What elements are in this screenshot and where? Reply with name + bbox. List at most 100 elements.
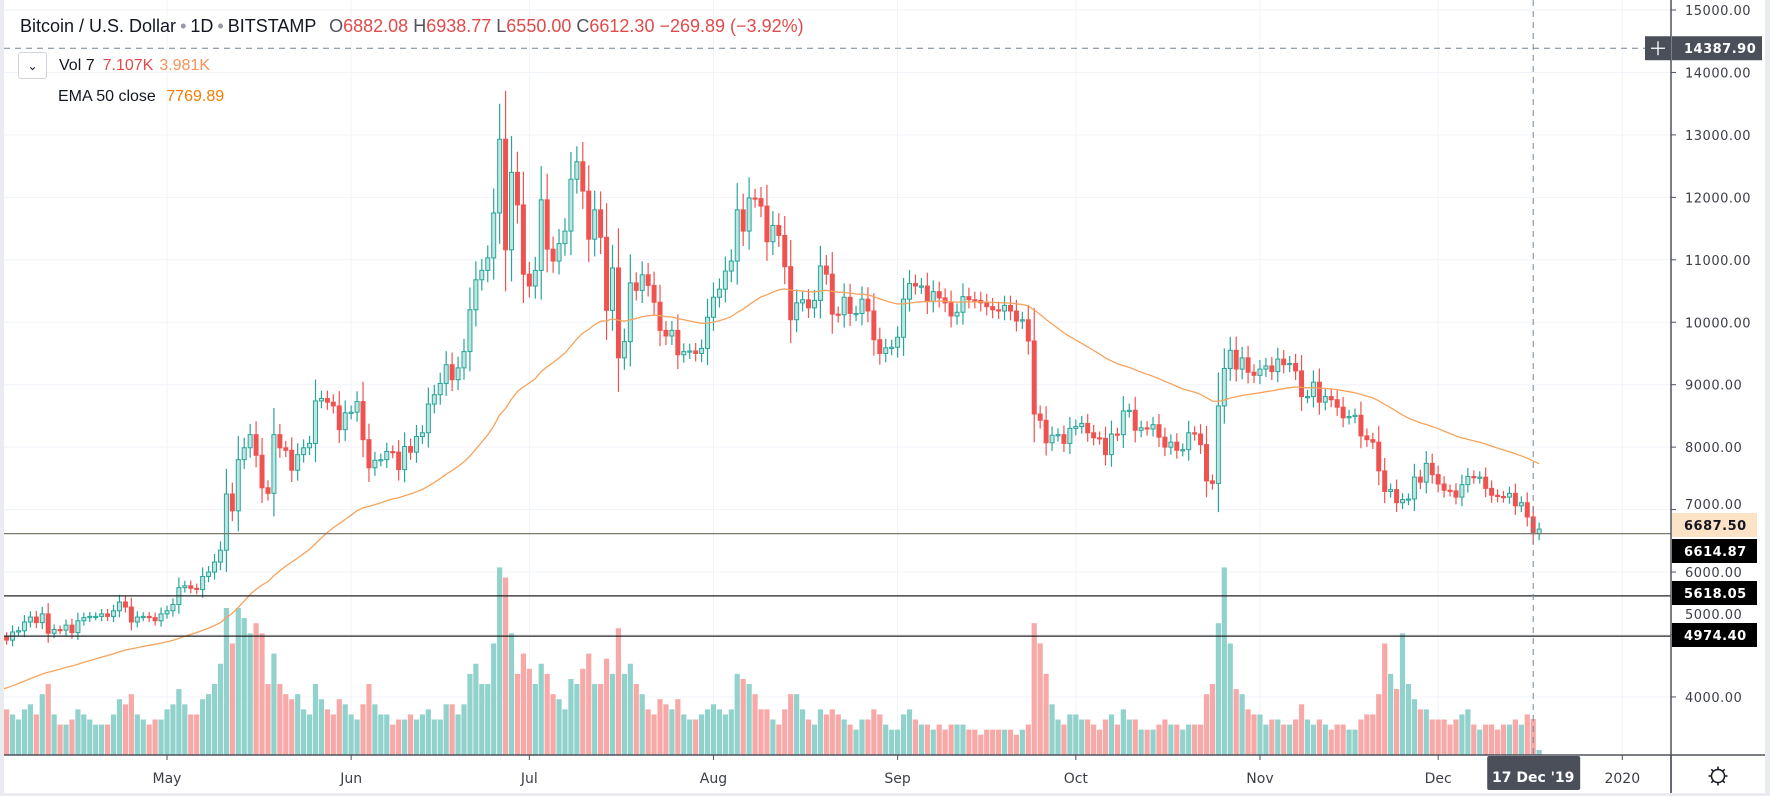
volume-bar (1298, 704, 1305, 755)
volume-bar (443, 704, 449, 755)
candle-body (1126, 409, 1132, 413)
candle (841, 283, 847, 328)
candle (419, 425, 425, 444)
candle (693, 342, 699, 362)
candle (586, 165, 592, 263)
volume-bar (1091, 724, 1097, 755)
volume-bar (1429, 719, 1435, 755)
candle-body (330, 401, 336, 407)
candle-body (271, 434, 277, 494)
candle (1358, 401, 1364, 449)
time-tick-label: Aug (700, 771, 727, 787)
volume-bar (895, 729, 901, 755)
candle-body (437, 382, 443, 396)
candle-body (354, 401, 360, 413)
volume-bar (603, 658, 610, 755)
candle-body (930, 291, 936, 303)
volume-bar (1245, 709, 1251, 755)
candle (1417, 469, 1423, 490)
candle-body (99, 613, 105, 617)
volume-bar (1257, 714, 1263, 755)
candle (562, 218, 568, 256)
price-axis[interactable] (1671, 0, 1765, 793)
high-value: 6938.77 (426, 16, 492, 36)
candlestick-chart[interactable]: 15000.00 14000.00 13000.00 12000.00 11000.00… (4, 0, 1765, 793)
collapse-legend-button[interactable]: ⌄ (18, 52, 47, 79)
volume-bar (265, 684, 271, 755)
candle-body (716, 288, 722, 298)
candle (336, 391, 342, 443)
chart-container[interactable]: 15000.00 14000.00 13000.00 12000.00 11000.00… (4, 0, 1765, 793)
gear-icon[interactable] (1708, 766, 1728, 786)
candle (918, 278, 924, 294)
candle (140, 612, 146, 622)
candle (1299, 355, 1305, 411)
candle-body (841, 296, 847, 316)
volume-label[interactable]: Vol 7 (59, 56, 95, 74)
candle (1221, 348, 1227, 424)
candle-body (847, 296, 853, 315)
price-label-5618.05: 5618.05 (1672, 581, 1757, 605)
price-label-box (1672, 581, 1757, 605)
gear-icon-tooth (1710, 768, 1714, 772)
ema-label[interactable]: EMA 50 close (58, 88, 156, 105)
candle-body (318, 397, 324, 402)
candle (57, 625, 63, 635)
volume-bar (170, 704, 176, 755)
candle-body (586, 190, 592, 240)
candle-body (1293, 362, 1299, 372)
candle (752, 188, 758, 208)
price-tick-label: 14000.00 (1685, 66, 1751, 81)
volume-bar (1530, 718, 1536, 755)
candle-body (907, 283, 912, 300)
candle-body (1168, 441, 1174, 448)
candle (1388, 483, 1394, 498)
time-tick-label: Dec (1425, 771, 1452, 787)
candle (1031, 308, 1037, 443)
volume-bar (1447, 724, 1453, 755)
candle-body (134, 616, 140, 623)
candle-body (1417, 476, 1423, 483)
candle (669, 321, 675, 346)
candle (972, 291, 978, 309)
candle-body (1091, 432, 1097, 439)
volume-bar (99, 724, 105, 755)
volume-bar (247, 633, 253, 755)
candle (895, 326, 901, 358)
candle (883, 338, 889, 363)
candle-body (170, 604, 176, 612)
candle-body (996, 309, 1002, 312)
candle (1192, 426, 1198, 441)
candle-body (859, 298, 865, 315)
candle (146, 611, 152, 622)
volume-bars (4, 567, 1542, 755)
candle-body (948, 302, 954, 317)
volume-bar (497, 567, 503, 755)
candle-body (1114, 433, 1120, 436)
price-label-box (1672, 513, 1757, 537)
volume-bar (514, 673, 521, 755)
candle-body (740, 209, 746, 232)
volume-bar (425, 709, 431, 755)
volume-bar (1293, 719, 1299, 755)
close-value: 6612.30 (589, 16, 655, 36)
candle-body (491, 212, 497, 259)
candle (479, 259, 485, 291)
volume-bar (716, 709, 723, 755)
volume-bar (764, 709, 770, 755)
candle-body (877, 339, 883, 354)
candle-body (615, 267, 621, 359)
volume-bar (1506, 724, 1513, 755)
volume-bar (520, 653, 526, 755)
volume-bar (966, 729, 972, 755)
volume-bar (1269, 719, 1275, 755)
volume-bar (1162, 719, 1168, 755)
exchange: BITSTAMP (227, 16, 317, 36)
volume-bar (1049, 704, 1055, 755)
volume-bar (942, 729, 948, 755)
candle-body (722, 270, 728, 290)
candle-body (105, 613, 111, 617)
volume-bar (473, 663, 479, 755)
candle (372, 451, 378, 476)
volume-bar (1215, 623, 1221, 755)
